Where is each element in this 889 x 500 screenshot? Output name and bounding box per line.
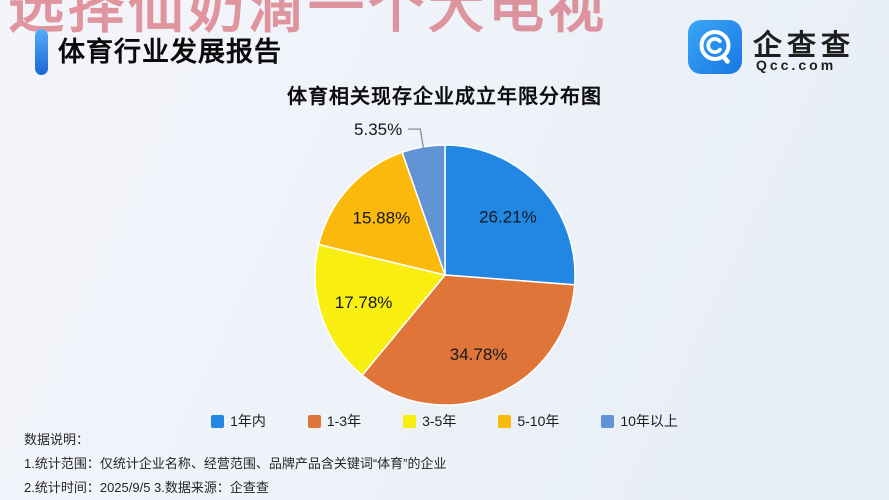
pie-slice-1-3年[interactable] bbox=[361, 274, 576, 406]
qcc-logo-domain: Qcc.com bbox=[756, 57, 837, 73]
qcc-logo-name: 企查查 bbox=[753, 30, 856, 62]
notes-heading: 数据说明： bbox=[24, 432, 90, 447]
legend-swatch bbox=[403, 414, 417, 428]
legend-swatch bbox=[307, 414, 321, 428]
legend-label: 10年以上 bbox=[620, 413, 678, 429]
pie-label-3-5年: 17.78% bbox=[335, 293, 393, 312]
pie-label-1年内: 26.21% bbox=[479, 208, 537, 227]
legend-label: 1年内 bbox=[230, 413, 266, 429]
legend-label: 3-5年 bbox=[422, 413, 457, 429]
report-title: 体育行业发展报告 bbox=[58, 37, 282, 67]
legend-item-3-5年[interactable]: 3-5年 bbox=[403, 411, 456, 431]
legend-swatch bbox=[601, 414, 615, 428]
legend-item-10年以上[interactable]: 10年以上 bbox=[601, 411, 678, 431]
chart-legend: 1年内 1-3年 3-5年 5-10年 10年以上 bbox=[0, 411, 889, 431]
pie-label-leader-line bbox=[408, 128, 425, 149]
pie-slice-3-5年[interactable] bbox=[314, 243, 447, 377]
legend-item-5-10年[interactable]: 5-10年 bbox=[498, 411, 559, 431]
pie-slice-5-10年[interactable] bbox=[317, 151, 447, 277]
pie-slice-1年内[interactable] bbox=[444, 144, 576, 286]
legend-swatch bbox=[211, 414, 225, 428]
qcc-magnifier-icon bbox=[688, 20, 742, 74]
pie-label-10年以上: 5.35% bbox=[354, 120, 402, 139]
legend-item-1-3年[interactable]: 1-3年 bbox=[307, 411, 362, 431]
legend-label: 1-3年 bbox=[326, 413, 362, 429]
pie-label-5-10年: 15.88% bbox=[353, 208, 411, 227]
data-notes: 数据说明： 1.统计范围：仅统计企业名称、经营范围、品牌产品含关键词“体育”的企… bbox=[24, 428, 447, 500]
legend-label: 5-10年 bbox=[517, 413, 560, 429]
legend-swatch bbox=[498, 414, 512, 428]
pie-label-1-3年: 34.78% bbox=[450, 345, 508, 364]
legend-item-1年内[interactable]: 1年内 bbox=[211, 411, 266, 431]
note-line-2: 2.统计时间：2025/9/5 3.数据来源：企查查 bbox=[24, 480, 269, 495]
note-line-1: 1.统计范围：仅统计企业名称、经营范围、品牌产品含关键词“体育”的企业 bbox=[24, 456, 447, 471]
chart-title: 体育相关现存企业成立年限分布图 bbox=[287, 86, 602, 108]
header-accent-bar bbox=[35, 29, 48, 75]
